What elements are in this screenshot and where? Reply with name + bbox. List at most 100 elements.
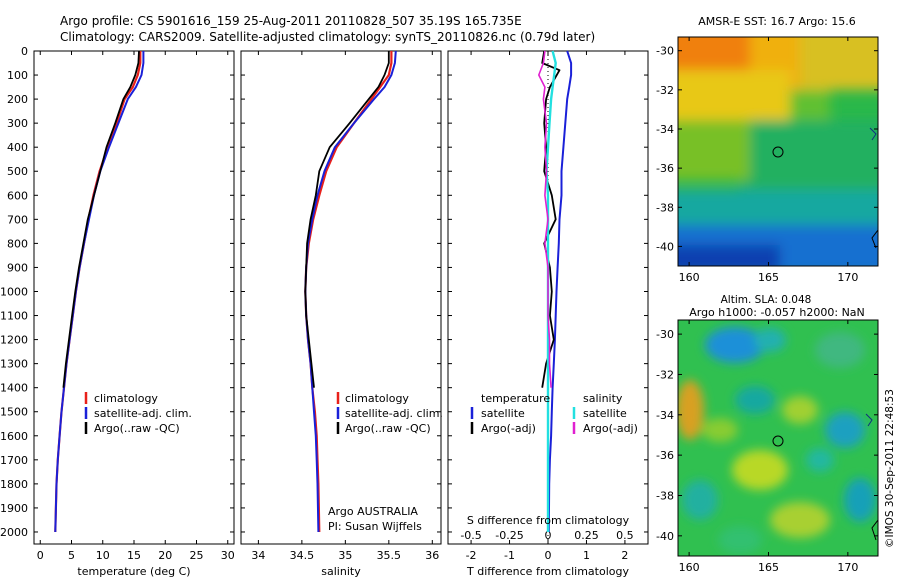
sst-map-axes: -30 -32 -34 -36 -38 -40 160 165 170 bbox=[656, 37, 878, 284]
depth-tick-label: 1200 bbox=[0, 334, 28, 347]
series-line-argo-raw-qc bbox=[304, 51, 390, 388]
series-line-satellite bbox=[545, 50, 557, 532]
temperature-xlabel: temperature (deg C) bbox=[77, 565, 190, 578]
float-pi: PI: Susan Wijffels bbox=[328, 520, 422, 533]
salinity-series bbox=[304, 50, 397, 533]
depth-tick-label: 900 bbox=[7, 261, 28, 274]
sla-map-title1: Altim. SLA: 0.048 bbox=[721, 294, 812, 306]
temperature-x-axis: 0 5 10 15 20 25 30 bbox=[37, 51, 235, 562]
map-lat-label: -32 bbox=[656, 368, 674, 381]
argo-location-marker bbox=[772, 435, 784, 447]
x-tick-label: -2 bbox=[466, 549, 477, 562]
legend-climatology: climatology bbox=[94, 392, 158, 405]
sla-map-frame bbox=[677, 319, 879, 557]
legend-satellite: satellite-adj. clim. bbox=[345, 407, 443, 420]
depth-tick-label: 800 bbox=[7, 237, 28, 250]
legend-satellite: satellite-adj. clim. bbox=[94, 407, 192, 420]
x-tick-label: 35 bbox=[338, 549, 352, 562]
depth-tick-label: 0 bbox=[21, 45, 28, 58]
map-lon-label: 165 bbox=[758, 561, 779, 574]
temperature-legend: climatology satellite-adj. clim. Argo(..… bbox=[84, 392, 192, 435]
map-lat-label: -40 bbox=[656, 530, 674, 543]
depth-axis: 0 100 200 300 400 500 600 700 800 900 1000 1100 1200… bbox=[0, 45, 648, 539]
argo-location-marker bbox=[772, 146, 784, 158]
legend-t-argo: Argo(-adj) bbox=[481, 422, 536, 435]
x-tick-label: 1 bbox=[583, 549, 590, 562]
depth-tick-label: 600 bbox=[7, 189, 28, 202]
depth-tick-label: 400 bbox=[7, 141, 28, 154]
salinity-legend: climatology satellite-adj. clim. Argo(..… bbox=[328, 392, 443, 533]
depth-tick-label: 500 bbox=[7, 165, 28, 178]
map-lat-label: -40 bbox=[656, 240, 674, 253]
map-lat-label: -34 bbox=[656, 123, 674, 136]
x-tick-label: 34.5 bbox=[290, 549, 315, 562]
temperature-panel-frame bbox=[33, 50, 235, 545]
legend-argo: Argo(..raw -QC) bbox=[94, 422, 180, 435]
map-lat-label: -30 bbox=[656, 328, 674, 341]
depth-tick-label: 1000 bbox=[0, 285, 28, 298]
sla-map-title2: Argo h1000: -0.057 h2000: NaN bbox=[689, 306, 865, 319]
s-diff-tick-label: 0.25 bbox=[574, 529, 599, 542]
difference-legend: temperature salinity satellite Argo(-adj… bbox=[470, 392, 638, 435]
x-tick-label: -1 bbox=[504, 549, 515, 562]
depth-tick-label: 100 bbox=[7, 69, 28, 82]
sst-map-frame bbox=[677, 36, 879, 267]
figure-title-line1: Argo profile: CS 5901616_159 25-Aug-2011… bbox=[60, 14, 522, 28]
depth-tick-label: 700 bbox=[7, 213, 28, 226]
x-tick-label: 0 bbox=[37, 549, 44, 562]
difference-xlabel: T difference from climatology bbox=[466, 565, 629, 578]
map-lat-label: -32 bbox=[656, 84, 674, 97]
map-lon-label: 170 bbox=[837, 271, 858, 284]
series-line-argo-adj bbox=[537, 50, 552, 388]
depth-tick-label: 2000 bbox=[0, 526, 28, 539]
depth-tick-label: 1300 bbox=[0, 358, 28, 371]
depth-tick-label: 1500 bbox=[0, 406, 28, 419]
sst-map-title: AMSR-E SST: 16.7 Argo: 15.6 bbox=[698, 15, 856, 28]
s-difference-label: S difference from climatology bbox=[467, 514, 630, 527]
depth-tick-label: 1800 bbox=[0, 478, 28, 491]
x-tick-label: 20 bbox=[158, 549, 172, 562]
depth-tick-label: 1900 bbox=[0, 502, 28, 515]
legend-argo: Argo(..raw -QC) bbox=[345, 422, 431, 435]
map-lon-label: 165 bbox=[758, 271, 779, 284]
x-tick-label: 5 bbox=[68, 549, 75, 562]
legend-salinity-title: salinity bbox=[583, 392, 623, 405]
s-diff-tick-label: -0.25 bbox=[495, 529, 523, 542]
x-tick-label: 15 bbox=[127, 549, 141, 562]
map-lon-label: 160 bbox=[679, 561, 700, 574]
legend-t-satellite: satellite bbox=[481, 407, 525, 420]
salinity-xlabel: salinity bbox=[321, 565, 361, 578]
legend-s-argo: Argo(-adj) bbox=[583, 422, 638, 435]
map-lon-label: 160 bbox=[679, 271, 700, 284]
sla-map-axes: -30 -32 -34 -36 -38 -40 160 165 170 bbox=[656, 320, 878, 574]
legend-climatology: climatology bbox=[345, 392, 409, 405]
x-tick-label: 34 bbox=[251, 549, 265, 562]
x-tick-label: 10 bbox=[96, 549, 110, 562]
temperature-series bbox=[54, 50, 145, 533]
map-lat-label: -36 bbox=[656, 162, 674, 175]
figure-title-line2: Climatology: CARS2009. Satellite-adjuste… bbox=[60, 30, 595, 44]
depth-tick-label: 1400 bbox=[0, 382, 28, 395]
x-tick-label: 30 bbox=[221, 549, 235, 562]
sst-map bbox=[678, 37, 878, 266]
map-lat-label: -38 bbox=[656, 201, 674, 214]
depth-tick-label: 200 bbox=[7, 93, 28, 106]
map-lon-label: 170 bbox=[837, 561, 858, 574]
depth-tick-label: 300 bbox=[7, 117, 28, 130]
depth-tick-label: 1600 bbox=[0, 430, 28, 443]
difference-series bbox=[537, 50, 573, 544]
map-lat-label: -36 bbox=[656, 449, 674, 462]
map-lat-label: -30 bbox=[656, 45, 674, 58]
legend-temperature-title: temperature bbox=[481, 392, 550, 405]
sla-map bbox=[678, 320, 878, 556]
map-lat-label: -34 bbox=[656, 409, 674, 422]
series-line-argo-raw-qc bbox=[62, 50, 140, 388]
imos-credit: ©IMOS 30-Sep-2011 22:48:53 bbox=[884, 389, 896, 548]
s-diff-tick-label: 0.5 bbox=[616, 529, 634, 542]
x-tick-label: 2 bbox=[621, 549, 628, 562]
series-line-satellite bbox=[547, 50, 573, 533]
legend-s-satellite: satellite bbox=[583, 407, 627, 420]
x-tick-label: 36 bbox=[425, 549, 439, 562]
depth-tick-label: 1100 bbox=[0, 310, 28, 323]
